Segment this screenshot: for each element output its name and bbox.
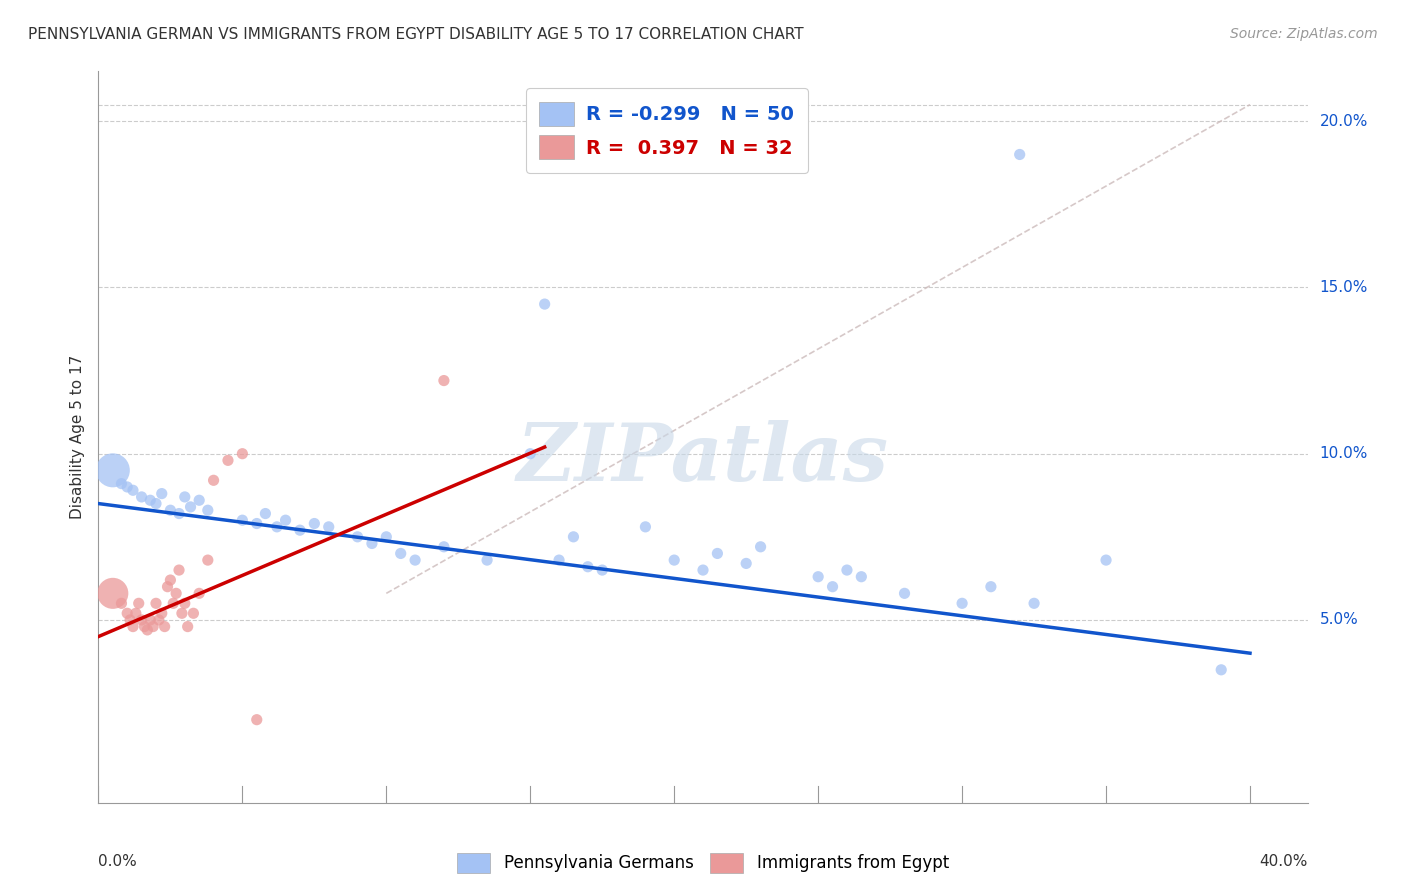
Point	[131, 613, 153, 627]
Text: 15.0%: 15.0%	[1320, 280, 1368, 295]
Point	[318, 520, 340, 534]
Point	[176, 619, 198, 633]
Point	[835, 563, 858, 577]
Point	[692, 563, 714, 577]
Point	[1008, 147, 1031, 161]
Point	[735, 557, 758, 571]
Text: Source: ZipAtlas.com: Source: ZipAtlas.com	[1230, 27, 1378, 41]
Text: 0.0%: 0.0%	[98, 854, 138, 869]
Point	[159, 573, 181, 587]
Point	[101, 463, 124, 477]
Point	[150, 486, 173, 500]
Point	[404, 553, 426, 567]
Point	[217, 453, 239, 467]
Point	[246, 516, 269, 531]
Y-axis label: Disability Age 5 to 17: Disability Age 5 to 17	[69, 355, 84, 519]
Point	[183, 607, 205, 621]
Point	[361, 536, 384, 550]
Point	[153, 619, 176, 633]
Point	[893, 586, 915, 600]
Point	[131, 490, 153, 504]
Point	[162, 596, 184, 610]
Legend: R = -0.299   N = 50, R =  0.397   N = 32: R = -0.299 N = 50, R = 0.397 N = 32	[526, 88, 807, 173]
Point	[433, 374, 456, 388]
Text: 10.0%: 10.0%	[1320, 446, 1368, 461]
Point	[475, 553, 498, 567]
Point	[389, 546, 412, 560]
Point	[120, 613, 142, 627]
Point	[150, 607, 173, 621]
Point	[145, 596, 167, 610]
Point	[197, 503, 219, 517]
Point	[128, 596, 150, 610]
Point	[274, 513, 297, 527]
Point	[576, 559, 599, 574]
Point	[180, 500, 202, 514]
Point	[188, 493, 211, 508]
Point	[433, 540, 456, 554]
Point	[664, 553, 686, 567]
Point	[122, 619, 145, 633]
Point	[167, 507, 190, 521]
Point	[122, 483, 145, 498]
Point	[145, 497, 167, 511]
Point	[634, 520, 657, 534]
Point	[139, 613, 162, 627]
Point	[110, 596, 132, 610]
Text: 5.0%: 5.0%	[1320, 613, 1358, 627]
Legend: Pennsylvania Germans, Immigrants from Egypt: Pennsylvania Germans, Immigrants from Eg…	[450, 847, 956, 880]
Point	[170, 607, 193, 621]
Point	[562, 530, 585, 544]
Point	[136, 623, 159, 637]
Point	[346, 530, 368, 544]
Point	[101, 586, 124, 600]
Point	[139, 493, 162, 508]
Point	[115, 480, 138, 494]
Point	[1095, 553, 1118, 567]
Point	[980, 580, 1002, 594]
Point	[706, 546, 728, 560]
Point	[749, 540, 772, 554]
Point	[821, 580, 844, 594]
Point	[375, 530, 398, 544]
Text: 20.0%: 20.0%	[1320, 114, 1368, 128]
Point	[266, 520, 288, 534]
Point	[134, 619, 156, 633]
Point	[288, 523, 311, 537]
Point	[231, 513, 253, 527]
Point	[115, 607, 138, 621]
Point	[304, 516, 326, 531]
Point	[1211, 663, 1233, 677]
Point	[548, 553, 571, 567]
Text: 40.0%: 40.0%	[1260, 854, 1308, 869]
Point	[173, 490, 195, 504]
Point	[851, 570, 873, 584]
Point	[159, 503, 181, 517]
Point	[148, 613, 170, 627]
Point	[156, 580, 179, 594]
Point	[110, 476, 132, 491]
Point	[165, 586, 187, 600]
Point	[950, 596, 973, 610]
Text: PENNSYLVANIA GERMAN VS IMMIGRANTS FROM EGYPT DISABILITY AGE 5 TO 17 CORRELATION : PENNSYLVANIA GERMAN VS IMMIGRANTS FROM E…	[28, 27, 804, 42]
Point	[202, 473, 225, 487]
Point	[591, 563, 613, 577]
Point	[197, 553, 219, 567]
Point	[519, 447, 541, 461]
Point	[188, 586, 211, 600]
Point	[807, 570, 830, 584]
Point	[125, 607, 148, 621]
Point	[231, 447, 253, 461]
Point	[142, 619, 165, 633]
Text: ZIPatlas: ZIPatlas	[517, 420, 889, 498]
Point	[167, 563, 190, 577]
Point	[254, 507, 277, 521]
Point	[246, 713, 269, 727]
Point	[173, 596, 195, 610]
Point	[533, 297, 555, 311]
Point	[1022, 596, 1045, 610]
